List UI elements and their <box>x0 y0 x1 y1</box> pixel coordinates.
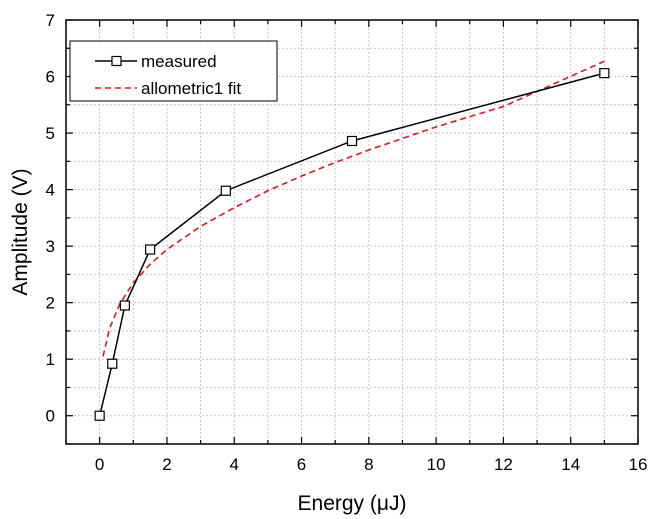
series-layer <box>94 60 610 421</box>
legend: measured allometric1 fit <box>69 40 278 102</box>
x-tick-label: 14 <box>561 455 580 474</box>
legend-box <box>69 40 278 102</box>
x-tick-label: 12 <box>494 455 513 474</box>
y-tick-label: 0 <box>46 407 55 426</box>
x-axis-label: Energy (μJ) <box>298 492 407 515</box>
y-tick-label: 3 <box>46 237 55 256</box>
legend-label-measured: measured <box>141 52 217 71</box>
legend-marker-measured <box>111 55 122 67</box>
x-tick-label: 2 <box>162 455 171 474</box>
y-axis-label: Amplitude (V) <box>9 168 32 295</box>
data-point-measured <box>220 185 231 196</box>
x-tick-label: 8 <box>364 455 373 474</box>
y-tick-label: 5 <box>46 124 55 143</box>
x-tick-label: 6 <box>297 455 306 474</box>
x-tick-label: 4 <box>230 455 239 474</box>
data-point-measured <box>599 68 610 79</box>
y-tick-label: 6 <box>46 68 55 87</box>
series-measured-line <box>98 72 605 416</box>
data-point-measured <box>107 358 118 369</box>
legend-label-fit: allometric1 fit <box>141 79 241 98</box>
y-tick-label: 7 <box>46 11 55 30</box>
y-tick-label: 1 <box>46 350 55 369</box>
data-point-measured <box>346 135 358 147</box>
data-point-measured <box>94 410 105 421</box>
x-tick-label: 16 <box>629 455 648 474</box>
data-point-measured <box>119 300 130 311</box>
x-tick-label: 10 <box>427 455 446 474</box>
x-tick-label: 0 <box>95 455 104 474</box>
plot-frame <box>65 19 639 445</box>
data-point-measured <box>145 244 156 255</box>
grid <box>66 20 638 444</box>
series-fit-line <box>102 60 605 357</box>
y-tick-label: 2 <box>46 294 55 313</box>
y-tick-label: 4 <box>46 181 55 200</box>
